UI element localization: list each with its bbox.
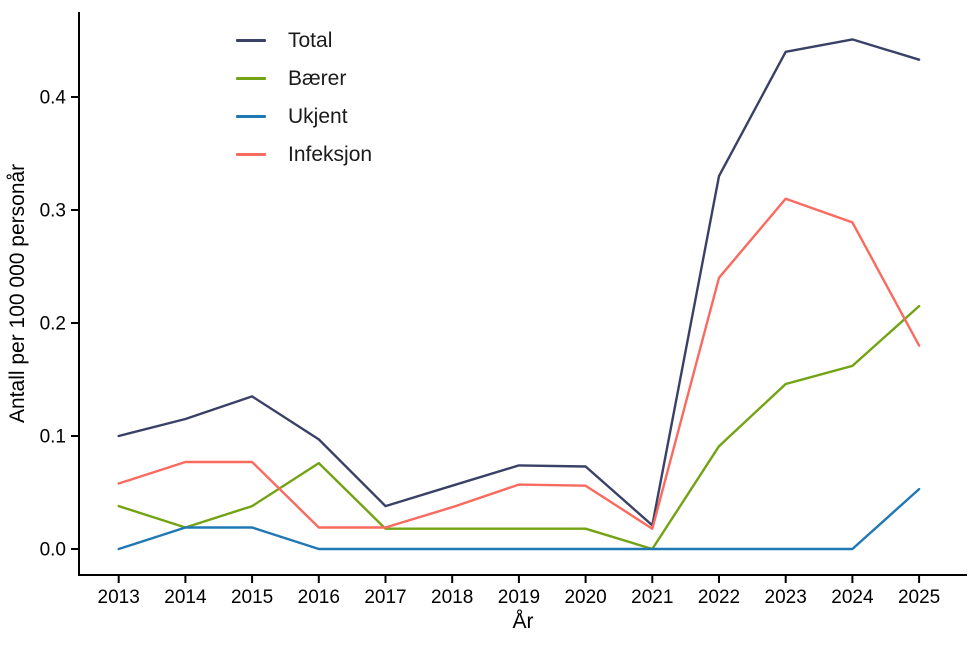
- x-axis-title: År: [512, 610, 534, 633]
- axis-lines: [78, 12, 967, 576]
- y-tick-label: 0.2: [40, 314, 66, 335]
- legend-label-baerer: Bærer: [288, 66, 347, 90]
- x-tick-label: 2017: [364, 587, 406, 608]
- x-tick-label: 2024: [831, 587, 874, 608]
- x-tick-label: 2013: [98, 587, 140, 608]
- y-tick-label: 0.3: [40, 201, 66, 222]
- legend-key-line-infeksjon: [236, 152, 266, 156]
- legend-item-total: Total: [236, 21, 372, 59]
- x-tick-label: 2025: [898, 587, 940, 608]
- x-tick-label: 2018: [431, 587, 473, 608]
- legend-item-baerer: Bærer: [236, 59, 372, 97]
- y-axis-title: Antall per 100 000 personår: [6, 163, 29, 424]
- x-tick-label: 2015: [231, 587, 273, 608]
- legend: Total Bærer Ukjent Infeksjon: [236, 21, 372, 173]
- x-tick-label: 2016: [298, 587, 340, 608]
- x-tick-label: 2022: [698, 587, 740, 608]
- legend-item-ukjent: Ukjent: [236, 97, 372, 135]
- series-line-infeksjon: [117, 197, 921, 530]
- x-tick-label: 2019: [498, 587, 540, 608]
- legend-label-infeksjon: Infeksjon: [288, 142, 373, 166]
- series-line-brer: [117, 304, 921, 551]
- legend-key-line-ukjent: [236, 114, 266, 118]
- series-line-total: [117, 38, 921, 527]
- x-tick-label: 2020: [564, 587, 606, 608]
- legend-item-infeksjon: Infeksjon: [236, 135, 372, 173]
- legend-label-ukjent: Ukjent: [288, 104, 348, 128]
- x-tick-label: 2021: [631, 587, 673, 608]
- y-tick-label: 0.0: [40, 540, 66, 561]
- y-tick-label: 0.4: [40, 88, 67, 109]
- legend-key-line-baerer: [236, 76, 266, 80]
- x-tick-label: 2023: [765, 587, 807, 608]
- y-tick-label: 0.1: [40, 427, 66, 448]
- legend-label-total: Total: [288, 28, 333, 52]
- legend-key-line-total: [236, 38, 266, 42]
- x-tick-label: 2014: [164, 587, 207, 608]
- series-line-ukjent: [117, 487, 921, 551]
